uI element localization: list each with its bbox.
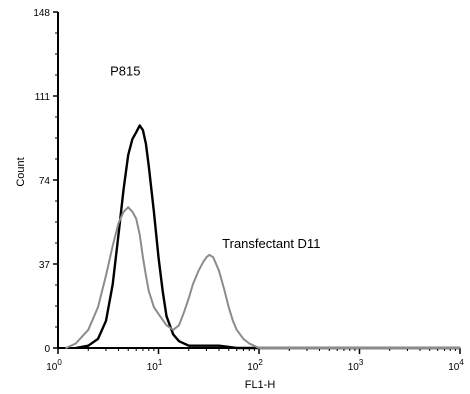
data-point (172, 333, 174, 336)
data-point (188, 344, 190, 347)
data-point (148, 290, 150, 293)
plot-area (57, 12, 460, 349)
data-point (74, 347, 77, 349)
data-point (131, 138, 134, 140)
data-point (74, 342, 77, 345)
x-ticks: 100 101 102 103 104 (46, 348, 464, 373)
data-point (232, 320, 234, 322)
data-point (145, 274, 147, 277)
data-point (227, 306, 230, 308)
x-tick-label: 101 (147, 358, 163, 373)
data-point (188, 297, 190, 299)
data-point (122, 188, 125, 190)
data-point (127, 154, 129, 156)
data-point (135, 131, 137, 134)
data-point (223, 288, 225, 290)
x-tick-label: 102 (247, 358, 263, 373)
data-point (138, 124, 141, 127)
data-point (127, 206, 129, 208)
y-tick-label: 37 (39, 260, 51, 271)
data-point (87, 344, 90, 347)
y-tick-label: 111 (35, 92, 51, 103)
y-axis-label: Count (15, 157, 27, 186)
data-point (459, 347, 461, 349)
x-tick-exponent: 1 (158, 358, 163, 367)
data-point (172, 329, 174, 331)
x-tick-exponent: 0 (57, 358, 62, 367)
data-point (165, 324, 168, 327)
data-point (161, 290, 164, 293)
x-tick-label: 100 (46, 358, 62, 373)
series-line (65, 206, 460, 349)
data-point (197, 270, 200, 272)
data-point (97, 306, 99, 308)
data-point (248, 342, 251, 345)
x-tick-exponent: 4 (459, 358, 464, 367)
data-point (157, 313, 160, 315)
data-point (178, 340, 180, 343)
data-point (65, 347, 67, 349)
data-point (212, 256, 214, 259)
x-tick-base: 10 (247, 362, 259, 373)
x-tick-exponent: 2 (258, 358, 263, 367)
data-point (122, 211, 125, 213)
x-tick-label: 103 (348, 358, 364, 373)
data-point (242, 338, 245, 340)
data-point (153, 306, 155, 308)
data-point (218, 344, 220, 347)
data-point (208, 254, 211, 256)
data-point (142, 129, 144, 131)
x-tick-base: 10 (46, 362, 58, 373)
data-point (178, 324, 180, 327)
data-point (358, 347, 361, 349)
data-point (111, 245, 114, 247)
data-point (183, 310, 185, 313)
data-point (202, 260, 205, 263)
data-point (258, 347, 260, 349)
data-point (218, 270, 220, 272)
data-point (153, 211, 155, 213)
data-point (197, 344, 200, 347)
annotation-label: P815 (110, 64, 140, 79)
series-layer (65, 124, 461, 350)
data-point (117, 233, 120, 236)
data-point (97, 338, 99, 340)
data-point (87, 329, 90, 331)
data-point (145, 142, 147, 145)
x-axis-label: FL1-H (245, 379, 276, 391)
series-line (75, 124, 460, 350)
data-point (157, 256, 160, 259)
data-point (192, 283, 194, 286)
data-point (105, 274, 107, 277)
x-tick-label: 104 (448, 358, 464, 373)
x-tick-exponent: 3 (359, 358, 364, 367)
y-ticks: 0 37 74 111 148 (33, 8, 58, 355)
data-point (165, 315, 168, 318)
data-point (105, 320, 107, 322)
data-point (205, 256, 208, 259)
series-p815 (74, 124, 461, 350)
data-point (148, 165, 150, 168)
data-point (205, 344, 208, 347)
data-point (117, 222, 120, 224)
x-tick-base: 10 (448, 362, 460, 373)
y-tick-label: 148 (33, 8, 50, 19)
data-point (138, 233, 141, 236)
x-tick-base: 10 (348, 362, 360, 373)
data-point (235, 329, 238, 331)
y-tick-label: 0 (44, 344, 50, 355)
data-point (142, 256, 144, 259)
y-tick-label: 74 (39, 176, 51, 187)
annotation-label: Transfectant D11 (222, 236, 320, 251)
annotations: P815 Transfectant D11 (110, 64, 320, 252)
series-transfectant-d11 (65, 206, 461, 349)
data-point (135, 217, 137, 220)
data-point (235, 347, 238, 349)
x-tick-base: 10 (147, 362, 159, 373)
data-point (111, 283, 114, 286)
data-point (131, 211, 134, 213)
